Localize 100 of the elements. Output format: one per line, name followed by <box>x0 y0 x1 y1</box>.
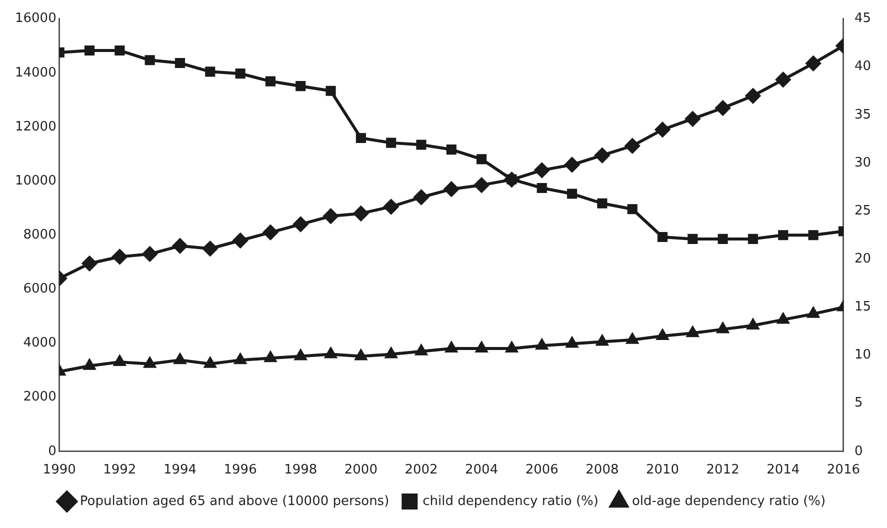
point <box>294 350 306 360</box>
y-tick-label: 14000 <box>14 65 56 80</box>
point <box>174 354 186 364</box>
y2-tick-label: 5 <box>854 396 863 411</box>
y2-tick-label: 10 <box>854 348 872 363</box>
point <box>386 138 396 148</box>
point <box>356 132 366 144</box>
point <box>84 45 95 56</box>
point <box>806 56 821 71</box>
point <box>144 55 155 66</box>
point <box>567 188 578 199</box>
x-tick-label: 1996 <box>224 462 257 478</box>
point <box>506 342 518 353</box>
point <box>144 357 156 368</box>
x-tick-label: 1990 <box>42 462 76 478</box>
x-tick-label: 2004 <box>465 462 498 478</box>
point <box>715 100 730 116</box>
y-tick-label: 0 <box>48 444 56 459</box>
point <box>627 204 638 214</box>
point <box>204 357 216 368</box>
x-tick-label: 2002 <box>404 462 438 478</box>
y2-tick-label: 25 <box>854 203 872 218</box>
point <box>174 58 186 68</box>
point <box>265 76 276 86</box>
point <box>114 355 126 366</box>
point <box>596 335 608 346</box>
point <box>566 337 578 348</box>
point <box>656 330 668 340</box>
point <box>232 233 248 248</box>
y-tick-label: 10000 <box>14 173 56 188</box>
x-tick-label: 2008 <box>586 462 619 478</box>
point <box>415 344 428 356</box>
point <box>323 208 338 224</box>
y2-tick-label: 20 <box>854 252 872 267</box>
y2-tick-label: 40 <box>854 59 872 74</box>
point <box>235 68 246 79</box>
point <box>564 157 580 172</box>
point <box>82 256 98 271</box>
point <box>234 354 246 364</box>
point <box>202 241 218 256</box>
y2-tick-label: 45 <box>854 11 872 26</box>
point <box>474 178 490 193</box>
y-tick-label: 6000 <box>23 282 56 297</box>
x-tick-label: 2006 <box>525 462 558 478</box>
x-tick-label: 2000 <box>344 462 378 478</box>
point <box>385 348 397 358</box>
point <box>205 66 216 77</box>
y-tick-label: 16000 <box>14 11 56 26</box>
point <box>355 350 367 360</box>
point <box>384 199 399 214</box>
y2-tick-label: 30 <box>854 155 872 170</box>
point <box>114 45 125 56</box>
point <box>444 182 459 197</box>
point <box>142 246 158 262</box>
point <box>655 122 670 138</box>
point <box>626 333 638 344</box>
point <box>476 342 488 353</box>
point <box>718 234 728 244</box>
x-tick-label: 1998 <box>284 462 318 478</box>
y2-tick-label: 35 <box>854 107 872 122</box>
point <box>84 359 96 370</box>
y-tick-label: 4000 <box>23 336 56 351</box>
point <box>112 249 128 264</box>
point <box>264 352 276 362</box>
x-tick-label: 2010 <box>646 462 680 478</box>
point <box>534 162 550 178</box>
point <box>778 230 788 240</box>
point <box>446 342 458 353</box>
point <box>594 148 610 163</box>
y-tick-label: 2000 <box>23 390 56 405</box>
point <box>293 216 308 232</box>
legend-label: child dependency ratio (%) <box>422 494 598 509</box>
point <box>414 190 429 205</box>
point <box>745 88 760 104</box>
x-tick-label: 2012 <box>706 462 740 478</box>
point <box>688 234 698 244</box>
y-tick-label: 12000 <box>14 119 56 134</box>
point <box>262 224 278 240</box>
x-tick-label: 2014 <box>766 462 800 478</box>
point <box>296 81 306 92</box>
y2-tick-label: 0 <box>854 444 863 459</box>
point <box>446 144 456 155</box>
x-tick-label: 1992 <box>103 462 136 478</box>
point <box>324 348 337 358</box>
point <box>597 198 608 208</box>
point <box>536 182 547 194</box>
legend-label: old-age dependency ratio (%) <box>632 494 826 509</box>
point <box>777 313 789 324</box>
y2-tick-label: 15 <box>854 300 872 315</box>
point <box>686 326 698 338</box>
point <box>657 232 668 242</box>
point <box>416 140 426 150</box>
point <box>536 339 548 350</box>
point <box>776 72 791 88</box>
x-tick-label: 2016 <box>826 462 860 478</box>
point <box>685 111 700 126</box>
legend-label: Population aged 65 and above (10000 persons) <box>80 494 390 509</box>
point <box>808 230 818 240</box>
x-tick-label: 1994 <box>163 462 197 478</box>
y-tick-label: 8000 <box>23 227 56 242</box>
